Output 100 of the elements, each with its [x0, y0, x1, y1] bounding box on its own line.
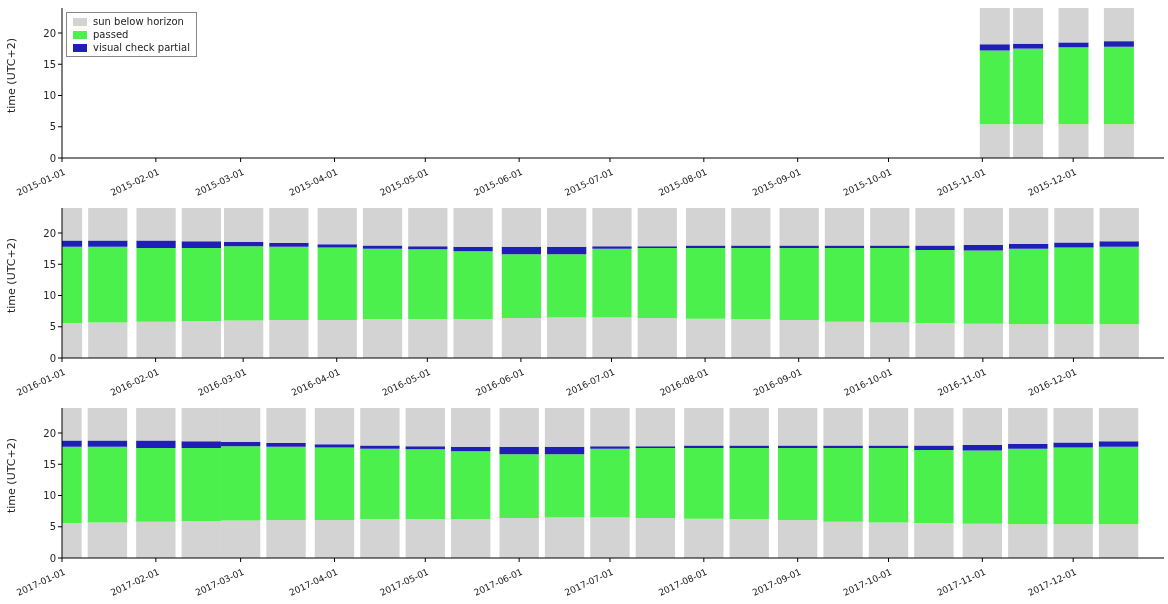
bar: [1099, 246, 1139, 325]
bar: [181, 241, 221, 248]
bar: [823, 408, 863, 446]
bar: [824, 321, 865, 358]
bar: [1103, 41, 1134, 47]
bar: [1013, 48, 1044, 125]
bar: [453, 246, 493, 252]
bar: [684, 448, 724, 519]
y-tick-label: 20: [43, 427, 56, 439]
bar: [1013, 124, 1044, 158]
bar: [731, 248, 771, 320]
bar: [136, 240, 176, 248]
bar: [88, 240, 128, 247]
y-tick-label: 5: [49, 321, 56, 333]
bar: [778, 408, 818, 446]
bar: [453, 319, 493, 358]
bar: [136, 208, 176, 241]
bar: [731, 319, 771, 358]
bar: [1009, 208, 1049, 244]
bar: [779, 319, 819, 358]
bar: [224, 208, 264, 242]
bar: [684, 518, 724, 558]
bar: [224, 241, 264, 247]
bar: [181, 321, 221, 358]
bar: [87, 446, 128, 523]
y-tick-label: 0: [49, 352, 56, 364]
y-tick-label: 15: [43, 58, 56, 70]
bar: [360, 448, 400, 520]
bar: [544, 446, 585, 455]
bar: [915, 245, 955, 250]
bar: [269, 243, 309, 247]
bar: [1053, 447, 1093, 525]
bar: [870, 322, 910, 358]
bar: [266, 408, 306, 443]
y-tick-label: 20: [43, 227, 56, 239]
bar: [136, 448, 176, 522]
bar: [314, 519, 355, 558]
bar: [823, 521, 863, 558]
bar: [266, 443, 306, 447]
bar: [405, 408, 445, 447]
bar: [685, 248, 726, 319]
bar: [362, 208, 403, 246]
bar: [824, 248, 865, 322]
bar: [1008, 443, 1048, 449]
bar: [362, 245, 403, 249]
bar: [963, 244, 1003, 251]
bar: [962, 444, 1003, 451]
bar: [1098, 408, 1139, 442]
bar: [1009, 324, 1049, 358]
bar: [779, 208, 819, 246]
bar: [501, 208, 542, 247]
bar: [685, 318, 726, 358]
bar: [870, 208, 910, 246]
bar: [592, 317, 632, 358]
bar: [451, 519, 491, 558]
y-tick-label: 10: [43, 490, 56, 502]
bar: [685, 208, 726, 246]
bar: [547, 208, 587, 247]
bar: [823, 448, 863, 522]
bar: [914, 449, 954, 523]
bar: [88, 322, 128, 358]
bar: [269, 246, 309, 320]
bar: [269, 319, 309, 358]
bar: [914, 523, 954, 558]
bar: [451, 446, 491, 452]
bar: [88, 246, 128, 323]
bar: [778, 519, 818, 558]
bar: [1103, 124, 1134, 158]
bar: [592, 246, 632, 249]
bar: [87, 522, 128, 558]
bar: [224, 320, 264, 358]
bar: [547, 246, 587, 255]
y-tick-label: 5: [49, 521, 56, 533]
bar: [729, 448, 769, 520]
bar: [592, 208, 632, 247]
bar: [314, 444, 355, 448]
bar: [963, 208, 1003, 245]
bar: [453, 251, 493, 320]
bar: [962, 450, 1003, 524]
bar: [914, 408, 954, 446]
bar: [635, 408, 676, 447]
bar: [405, 449, 445, 520]
bar: [979, 124, 1010, 158]
bar: [778, 448, 818, 520]
bar: [405, 519, 445, 558]
bar: [87, 440, 128, 447]
bar: [136, 321, 176, 358]
bar: [915, 323, 955, 358]
bar: [592, 248, 632, 318]
bar: [547, 317, 587, 358]
bar: [868, 408, 909, 446]
bar: [1098, 441, 1139, 447]
y-tick-label: 15: [43, 258, 56, 270]
bar: [136, 521, 176, 558]
bar: [1013, 8, 1044, 44]
y-tick-label: 15: [43, 458, 56, 470]
bar: [914, 445, 954, 450]
y-axis-title: time (UTC+2): [4, 238, 18, 313]
y-axis-title: time (UTC+2): [4, 38, 18, 113]
bar: [824, 208, 865, 246]
